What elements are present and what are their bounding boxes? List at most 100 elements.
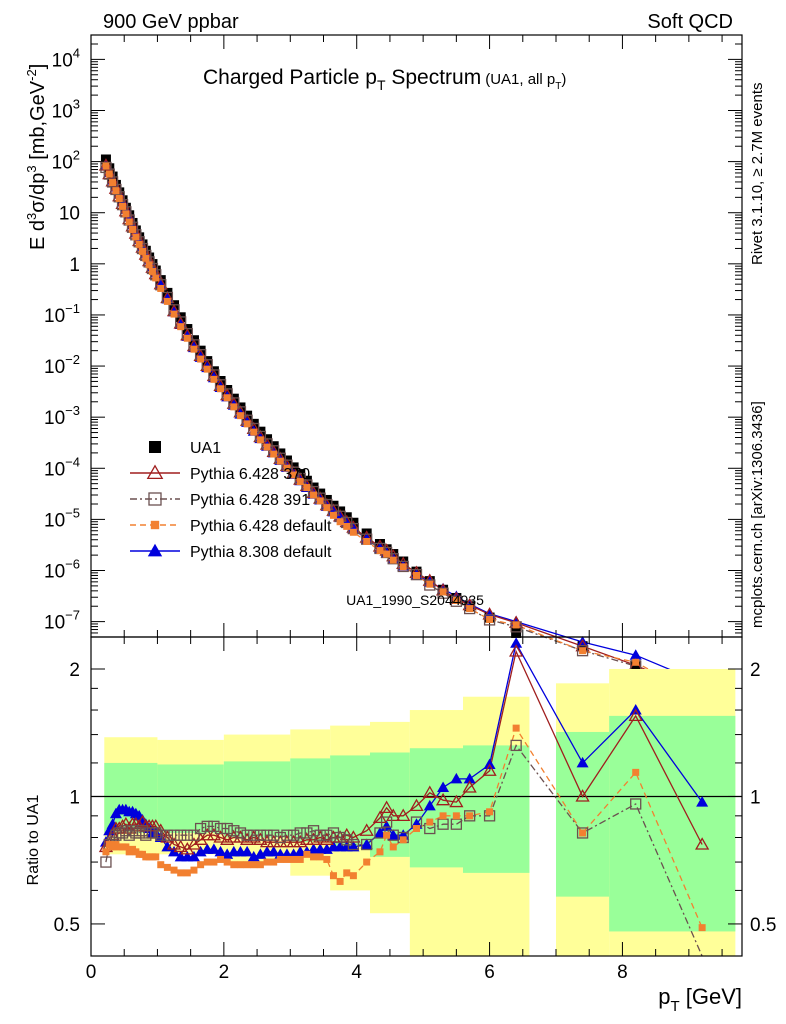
chart-title: Charged Particle pT Spectrum (UA1, all pT…: [203, 66, 566, 93]
ratio-point-p8def: [106, 818, 119, 829]
y-label-b-sup: 3: [24, 165, 39, 172]
ratio-point-p8def: [450, 772, 463, 784]
point-p6def: [383, 550, 391, 558]
ratio-point-p6def: [250, 861, 258, 869]
ratio-point-p370: [213, 830, 228, 843]
ratio-point-p370: [166, 837, 182, 850]
y-label-a-sup: 3: [24, 213, 39, 220]
ratio-point-p8def: [463, 772, 476, 784]
point-p6def: [115, 194, 123, 202]
ratio-point-p6def: [296, 855, 304, 863]
ratio-point-p370: [193, 832, 208, 845]
ratio-y-tick-label-right: 1: [750, 787, 761, 808]
ratio-point-p6def: [303, 850, 311, 858]
legend-label-data: UA1: [190, 440, 221, 457]
chart-title-tail: Spectrum: [386, 66, 482, 89]
point-p6def: [250, 428, 258, 436]
ratio-point-p8def: [510, 637, 523, 648]
point-p6def: [190, 345, 198, 353]
ratio-point-p391: [194, 822, 207, 835]
data-point-ua1: [511, 627, 522, 638]
ratio-point-p391: [274, 831, 286, 844]
header-right: Soft QCD: [647, 11, 733, 33]
ratio-point-p8def: [168, 845, 181, 857]
mcplots-label: mcplots.cern.ch [arXiv:1306.3436]: [749, 401, 766, 628]
rivet-label: Rivet 3.1.10, ≥ 2.7M events: [749, 83, 766, 266]
ratio-point-p6def: [632, 768, 640, 776]
ratio-point-p6def: [243, 861, 251, 869]
point-p391: [397, 560, 409, 573]
ratio-point-p6def: [203, 858, 211, 866]
ratio-point-p6def: [290, 855, 298, 863]
point-p6def: [142, 254, 150, 262]
ratio-point-p6def: [329, 872, 337, 880]
point-p6def: [276, 457, 284, 465]
ratio-point-p391: [241, 829, 253, 841]
y-tick-label: 10−1: [44, 301, 80, 327]
y-tick-label: 104: [52, 45, 80, 71]
point-p6def: [125, 218, 133, 226]
ratio-point-p391: [181, 829, 193, 841]
ratio-point-p6def: [383, 831, 391, 839]
chart-title-sub: T: [377, 77, 386, 93]
point-p6def: [263, 443, 271, 451]
ratio-point-p8def: [360, 838, 373, 850]
x-label-sub: T: [670, 998, 679, 1015]
ratio-y-tick-label: 1: [69, 787, 80, 808]
ratio-point-p391: [268, 829, 280, 841]
ratio-point-p370: [233, 830, 248, 843]
ratio-point-p370: [449, 794, 464, 808]
x-tick-label: 2: [219, 962, 230, 983]
ratio-y-tick-label: 2: [69, 660, 80, 681]
ratio-point-p370: [253, 832, 268, 845]
ratio-point-p391: [221, 822, 233, 835]
point-p6def: [336, 518, 344, 526]
ratio-point-p6def: [579, 829, 587, 837]
point-p6def: [290, 471, 298, 479]
point-p6def: [329, 511, 337, 519]
legend-label-p8def: Pythia 8.308 default: [190, 544, 332, 561]
ratio-point-p6def: [452, 812, 460, 820]
ratio-point-p8def: [214, 845, 227, 857]
ratio-point-p391: [576, 827, 589, 839]
ratio-point-p391: [281, 829, 293, 841]
ratio-point-p6def: [230, 861, 238, 869]
ratio-point-p6def: [336, 877, 344, 885]
point-p6def: [283, 464, 291, 472]
point-p6def: [102, 162, 110, 170]
ratio-bands: [104, 668, 736, 956]
ratio-point-p6def: [152, 853, 160, 861]
ratio-point-p391: [254, 829, 267, 841]
point-p6def: [452, 596, 460, 604]
ratio-y-tick-label-right: 2: [750, 660, 761, 681]
point-p391: [387, 553, 399, 565]
point-p6def: [138, 247, 146, 255]
x-tick-label: 4: [351, 962, 362, 983]
ratio-point-p6def: [413, 825, 420, 833]
ratio-y-tick-label: 0.5: [54, 915, 80, 936]
ratio-y-label: Ratio to UA1: [25, 795, 42, 886]
ratio-point-p391: [161, 829, 174, 841]
point-p6def: [203, 365, 211, 373]
ratio-line-p391: [105, 744, 703, 957]
point-p6def: [129, 225, 137, 233]
chart-title-note-tail: ): [561, 71, 566, 88]
ratio-point-p370: [695, 837, 710, 850]
y-tick-label: 103: [52, 96, 80, 122]
point-p6def: [132, 233, 140, 241]
series-line-p370: [105, 165, 703, 695]
ratio-point-p8def: [576, 756, 589, 768]
ratio-frame: [90, 636, 743, 957]
ratio-point-p6def: [389, 843, 397, 851]
point-p6def: [109, 179, 117, 187]
point-p391: [450, 595, 463, 607]
ratio-point-p6def: [343, 869, 351, 877]
ratio-point-p6def: [376, 848, 384, 856]
point-p6def: [152, 274, 160, 282]
x-tick-label: 0: [86, 962, 97, 983]
ratio-point-p391: [175, 829, 187, 841]
point-p6def: [323, 504, 331, 512]
point-p6def: [389, 556, 397, 564]
y-tick-label: 10−6: [44, 557, 80, 583]
